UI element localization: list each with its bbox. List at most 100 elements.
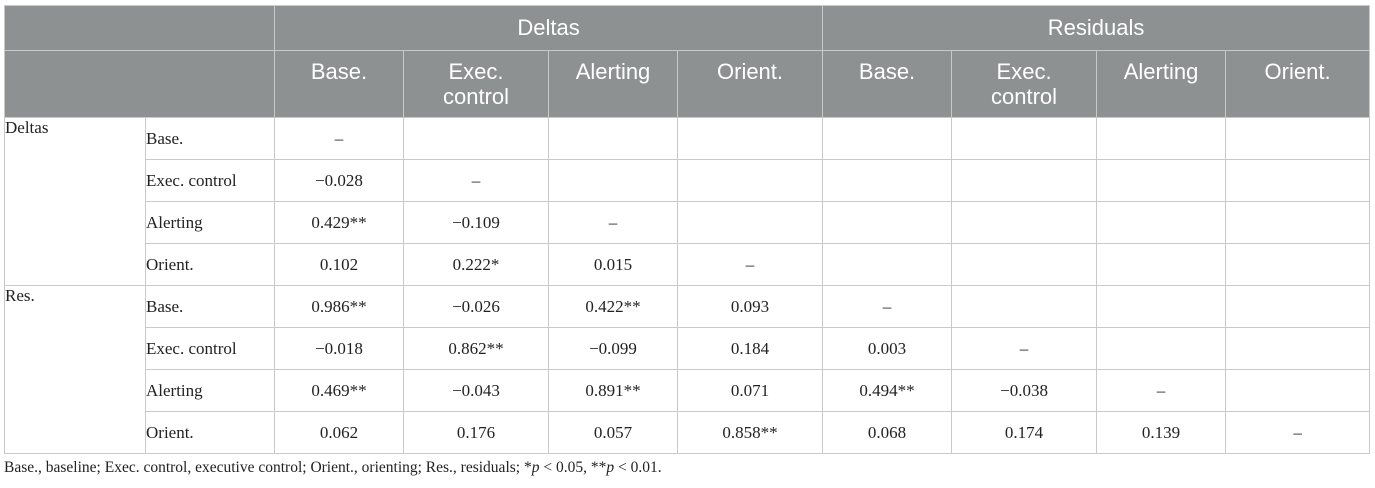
table-cell: – — [274, 117, 404, 160]
header-column-row: Base. Exec. control Alerting Orient. Bas… — [4, 50, 1371, 118]
table-row: Orient. 0.062 0.176 0.057 0.858** 0.068 0.174 0… — [5, 411, 1371, 454]
table-cell: – — [822, 285, 953, 328]
table-cell: 0.184 — [676, 327, 824, 370]
row-group-label: Res. — [4, 285, 146, 454]
table-cell: 0.174 — [951, 411, 1098, 454]
footnote-lead: Base., baseline; Exec. control, executiv… — [4, 459, 532, 476]
table-row: Deltas Base. – — [4, 117, 1371, 286]
table-cell — [822, 117, 953, 160]
table-cell: −0.038 — [951, 369, 1098, 412]
table-cell: 0.176 — [403, 411, 549, 454]
table-cell — [822, 159, 953, 202]
table-cell — [951, 201, 1098, 244]
table-cell: −0.109 — [403, 201, 549, 244]
table-cell — [676, 117, 824, 160]
table-cell — [951, 243, 1098, 286]
column-header: Alerting — [548, 50, 678, 118]
table-cell — [951, 117, 1098, 160]
table-row: Orient. 0.102 0.222* 0.015– — [5, 243, 1371, 286]
row-group-label: Deltas — [4, 117, 146, 286]
table-cell: −0.026 — [403, 285, 549, 328]
table-cell: – — [548, 201, 678, 244]
table-header: Deltas Residuals Base. Exec. control Ale… — [4, 5, 1371, 118]
table-cell: 0.862** — [403, 327, 549, 370]
table-cell: 0.102 — [274, 243, 404, 286]
table-cell — [1096, 159, 1227, 202]
table-cell: 0.068 — [822, 411, 953, 454]
column-header: Base. — [822, 50, 953, 118]
table-row: Alerting 0.429** −0.109– — [5, 201, 1371, 244]
table-cell — [951, 285, 1098, 328]
table-cell — [951, 159, 1098, 202]
table-cell: −0.099 — [548, 327, 678, 370]
table-cell — [1096, 201, 1227, 244]
column-header: Exec. control — [951, 50, 1098, 118]
table-cell — [1225, 117, 1371, 160]
table-cell — [1225, 327, 1371, 370]
table-cell: 0.139 — [1096, 411, 1227, 454]
table-cell — [1225, 201, 1371, 244]
row-label: Alerting — [145, 201, 275, 244]
table-body: Deltas Base. – Exec. control −0.028– Alerting… — [4, 117, 1371, 454]
table-cell — [1225, 285, 1371, 328]
footnote-threshold-2: < 0.01. — [614, 459, 662, 476]
table-cell: – — [951, 327, 1098, 370]
row-label: Exec. control — [145, 159, 275, 202]
column-header: Exec. control — [403, 50, 549, 118]
table-row: Exec. control −0.028– — [5, 159, 1371, 202]
table-cell: −0.043 — [403, 369, 549, 412]
header-group-row: Deltas Residuals — [4, 5, 1371, 51]
table-cell: 0.891** — [548, 369, 678, 412]
table-cell: 0.494** — [822, 369, 953, 412]
table-cell: 0.093 — [676, 285, 824, 328]
footnote-threshold-1: < 0.05, ** — [539, 459, 607, 476]
table-cell — [1225, 369, 1371, 412]
row-label: Base. — [145, 117, 275, 160]
table-cell: 0.015 — [548, 243, 678, 286]
table-row: Alerting 0.469** −0.043 0.891** 0.071 0.494**… — [5, 369, 1371, 412]
table-cell — [822, 243, 953, 286]
header-corner — [4, 5, 275, 51]
table-cell — [822, 201, 953, 244]
table-footnote: Base., baseline; Exec. control, executiv… — [4, 459, 662, 477]
table-cell: – — [1096, 369, 1227, 412]
row-label: Orient. — [145, 411, 275, 454]
header-group-deltas: Deltas — [273, 5, 824, 51]
table-cell: 0.062 — [274, 411, 404, 454]
table-cell: – — [1225, 411, 1371, 454]
table-cell — [1225, 159, 1371, 202]
table-cell: 0.469** — [274, 369, 404, 412]
table-cell: −0.028 — [274, 159, 404, 202]
table-cell: 0.057 — [548, 411, 678, 454]
row-label: Exec. control — [145, 327, 275, 370]
table-cell: – — [676, 243, 824, 286]
table-cell: – — [403, 159, 549, 202]
table-row: Res. Base. 0.986** −0.026 0.422** 0.093– — [4, 285, 1371, 454]
table-cell — [1096, 117, 1227, 160]
header-corner-sub — [4, 50, 275, 118]
column-header: Orient. — [676, 50, 824, 118]
table-cell: −0.018 — [274, 327, 404, 370]
row-label: Orient. — [145, 243, 275, 286]
table-cell: 0.003 — [822, 327, 953, 370]
table-cell: 0.986** — [274, 285, 404, 328]
table-cell — [1096, 327, 1227, 370]
table-cell — [676, 159, 824, 202]
row-label: Alerting — [145, 369, 275, 412]
column-header: Base. — [274, 50, 404, 118]
table-cell: 0.222* — [403, 243, 549, 286]
table-cell — [1096, 243, 1227, 286]
footnote-p-symbol: p — [531, 459, 540, 476]
table-cell — [1225, 243, 1371, 286]
table-cell: 0.429** — [274, 201, 404, 244]
column-header: Alerting — [1096, 50, 1227, 118]
header-group-residuals: Residuals — [822, 5, 1371, 51]
column-header: Orient. — [1225, 50, 1371, 118]
table-cell — [403, 117, 549, 160]
table-cell: 0.071 — [676, 369, 824, 412]
table-row: Exec. control −0.018 0.862** −0.099 0.184 0.0… — [5, 327, 1371, 370]
table-cell — [1096, 285, 1227, 328]
table-cell — [548, 159, 678, 202]
table-cell: 0.858** — [676, 411, 824, 454]
table-cell — [676, 201, 824, 244]
